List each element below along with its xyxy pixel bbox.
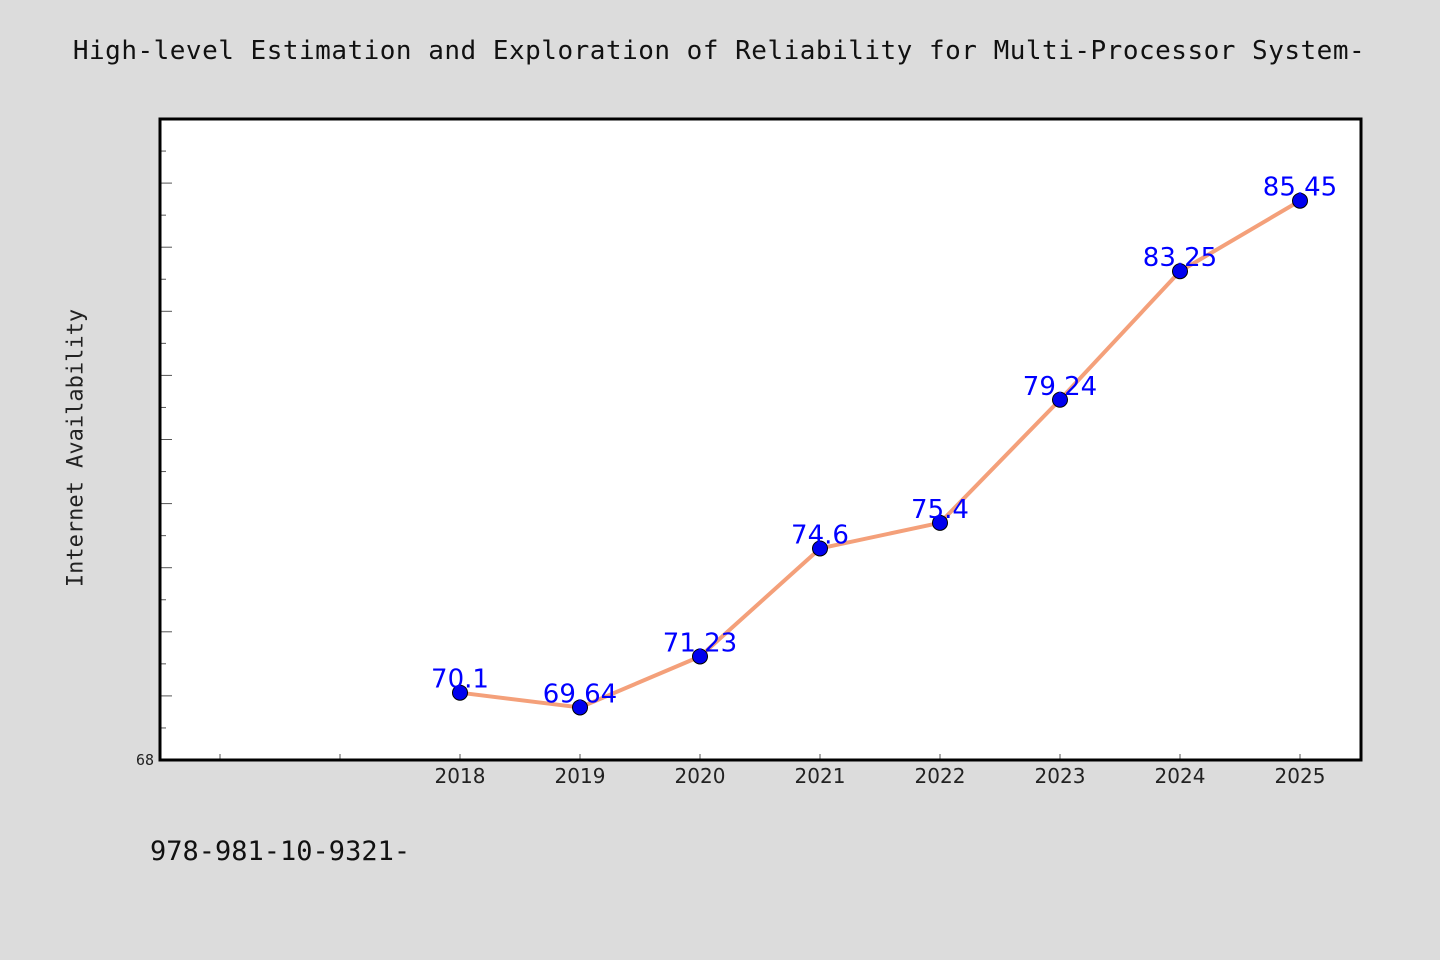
x-tick-label: 2021 bbox=[795, 764, 846, 788]
series-line bbox=[458, 198, 1302, 710]
data-point bbox=[572, 699, 588, 716]
plot-area bbox=[160, 119, 1361, 760]
footer-text: 978-981-10-9321- bbox=[150, 836, 411, 867]
data-label: 69.64 bbox=[543, 679, 617, 709]
x-tick-label: 2023 bbox=[1035, 764, 1086, 788]
x-tick-label: 2024 bbox=[1155, 764, 1206, 788]
data-point bbox=[1052, 391, 1068, 408]
x-tick-label: 2022 bbox=[915, 764, 966, 788]
x-tick-label: 2020 bbox=[675, 764, 726, 788]
data-label: 83.25 bbox=[1143, 243, 1217, 273]
data-label: 71.23 bbox=[663, 628, 737, 658]
data-point bbox=[932, 514, 948, 531]
data-label: 85.45 bbox=[1263, 173, 1337, 203]
plot-frame bbox=[158, 117, 1363, 762]
data-point bbox=[1172, 263, 1188, 280]
x-tick-label: 2019 bbox=[555, 764, 606, 788]
x-tick-label: 2025 bbox=[1275, 764, 1326, 788]
data-label: 79.24 bbox=[1023, 372, 1097, 402]
data-label: 74.6 bbox=[791, 520, 849, 550]
y-tick-label: 68 bbox=[136, 751, 154, 769]
data-point bbox=[1292, 192, 1308, 209]
data-label: 75.4 bbox=[911, 495, 969, 525]
data-point bbox=[812, 540, 828, 557]
x-tick-label: 2018 bbox=[435, 764, 486, 788]
chart-title: High-level Estimation and Exploration of… bbox=[72, 36, 1366, 66]
data-point bbox=[452, 684, 468, 701]
data-point bbox=[692, 648, 708, 665]
data-label: 70.1 bbox=[431, 665, 489, 695]
